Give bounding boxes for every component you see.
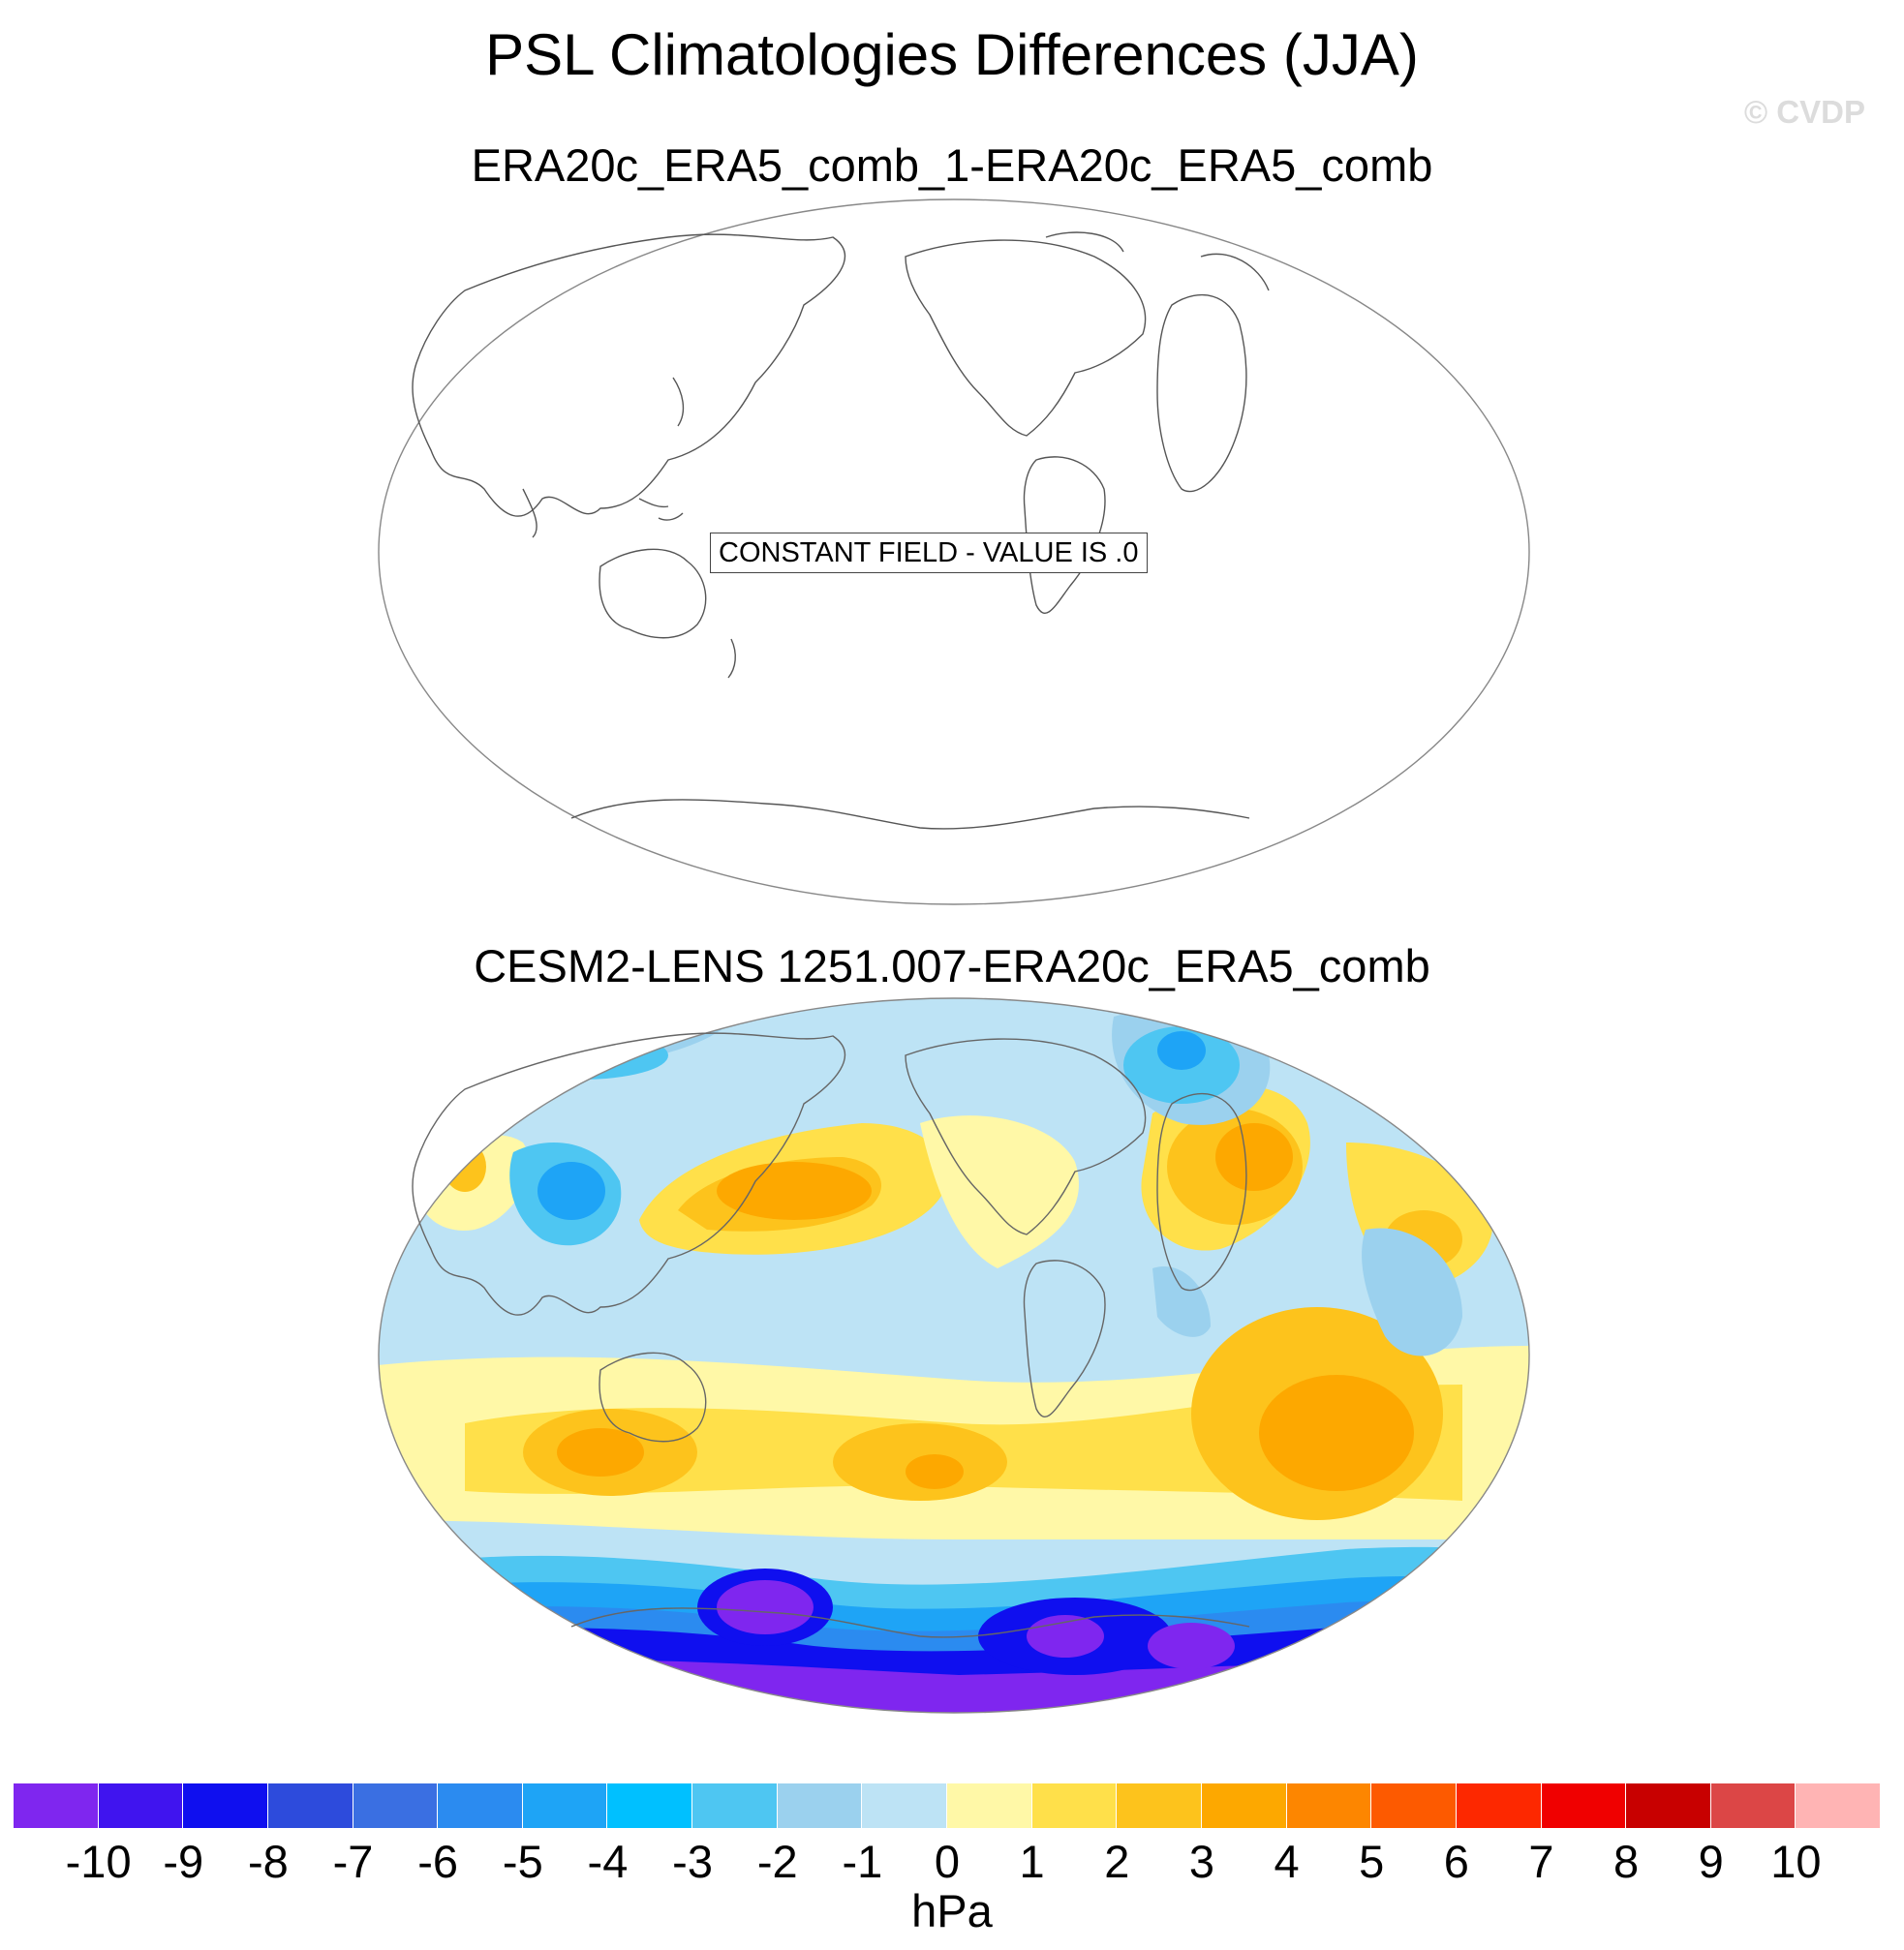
colorbar-cell (947, 1783, 1032, 1828)
colorbar-cell (1117, 1783, 1202, 1828)
colorbar-tick-label: -9 (163, 1836, 204, 1887)
colorbar-units: hPa (911, 1885, 993, 1936)
colorbar-cell (1541, 1783, 1627, 1828)
colorbar (14, 1783, 1882, 1828)
colorbar-cell (1710, 1783, 1797, 1828)
colorbar-tick-label: 2 (1104, 1836, 1130, 1887)
figure-title: PSL Climatologies Differences (JJA) (485, 22, 1419, 87)
colorbar-cell (607, 1783, 693, 1828)
colorbar-tick-label: -6 (417, 1836, 459, 1887)
colorbar-cell (353, 1783, 439, 1828)
cvdp-watermark: © CVDP (1743, 94, 1865, 130)
colorbar-tick-label: -1 (842, 1836, 883, 1887)
panel-2-globe (378, 997, 1530, 1714)
colorbar-cell (1031, 1783, 1118, 1828)
colorbar-tick-label: 10 (1770, 1836, 1822, 1887)
colorbar-tick-label: 9 (1698, 1836, 1724, 1887)
panel-2-coastlines (412, 1032, 1250, 1638)
north-america-positive (920, 1115, 1079, 1268)
colorbar-tick-label: 6 (1443, 1836, 1469, 1887)
panel-2-map-boundary (378, 997, 1530, 1714)
africa-negative (1362, 1228, 1462, 1356)
colorbar-cell (98, 1783, 184, 1828)
colorbar-cell (14, 1783, 99, 1828)
colorbar-tick-label: 3 (1188, 1836, 1214, 1887)
colorbar-cell (522, 1783, 608, 1828)
colorbar-tick-label: -7 (332, 1836, 374, 1887)
colorbar-tick-label: 1 (1019, 1836, 1045, 1887)
constant-field-note: CONSTANT FIELD - VALUE IS .0 (710, 533, 1148, 573)
colorbar-tick-label: 5 (1359, 1836, 1385, 1887)
colorbar-cell (1626, 1783, 1711, 1828)
colorbar-tick-label: -4 (587, 1836, 629, 1887)
panel-2-subtitle: CESM2-LENS 1251.007-ERA20c_ERA5_comb (474, 940, 1430, 991)
colorbar-cell (777, 1783, 863, 1828)
colorbar-cell (1371, 1783, 1457, 1828)
colorbar-cell (267, 1783, 353, 1828)
colorbar-cell (183, 1783, 268, 1828)
colorbar-tick-label: 7 (1528, 1836, 1554, 1887)
panel-2-map (378, 997, 1530, 1714)
colorbar-cell (692, 1783, 778, 1828)
colorbar-cell (862, 1783, 948, 1828)
panel-1-coastlines (412, 231, 1270, 830)
colorbar-tick-label: 0 (934, 1836, 961, 1887)
colorbar-tick-label: -5 (502, 1836, 543, 1887)
colorbar-cell (1201, 1783, 1287, 1828)
colorbar-tick-label: 4 (1274, 1836, 1300, 1887)
panel-1-subtitle: ERA20c_ERA5_comb_1-ERA20c_ERA5_comb (471, 139, 1433, 191)
colorbar-tick-label: -3 (672, 1836, 713, 1887)
colorbar-tick-labels: -10 -9 -8 -7 -6 -5 -4 -3 -2 -1 0 1 2 3 4 5 6 7 8 9 10 (14, 1835, 1881, 1893)
colorbar-cell (1796, 1783, 1882, 1828)
colorbar-tick-label: -10 (65, 1836, 132, 1887)
colorbar-cell (1456, 1783, 1542, 1828)
colorbar-cell (1286, 1783, 1372, 1828)
colorbar-tick-label: -2 (756, 1836, 798, 1887)
colorbar-tick-label: -8 (248, 1836, 289, 1887)
colorbar-cell (438, 1783, 523, 1828)
colorbar-tick-label: 8 (1613, 1836, 1640, 1887)
